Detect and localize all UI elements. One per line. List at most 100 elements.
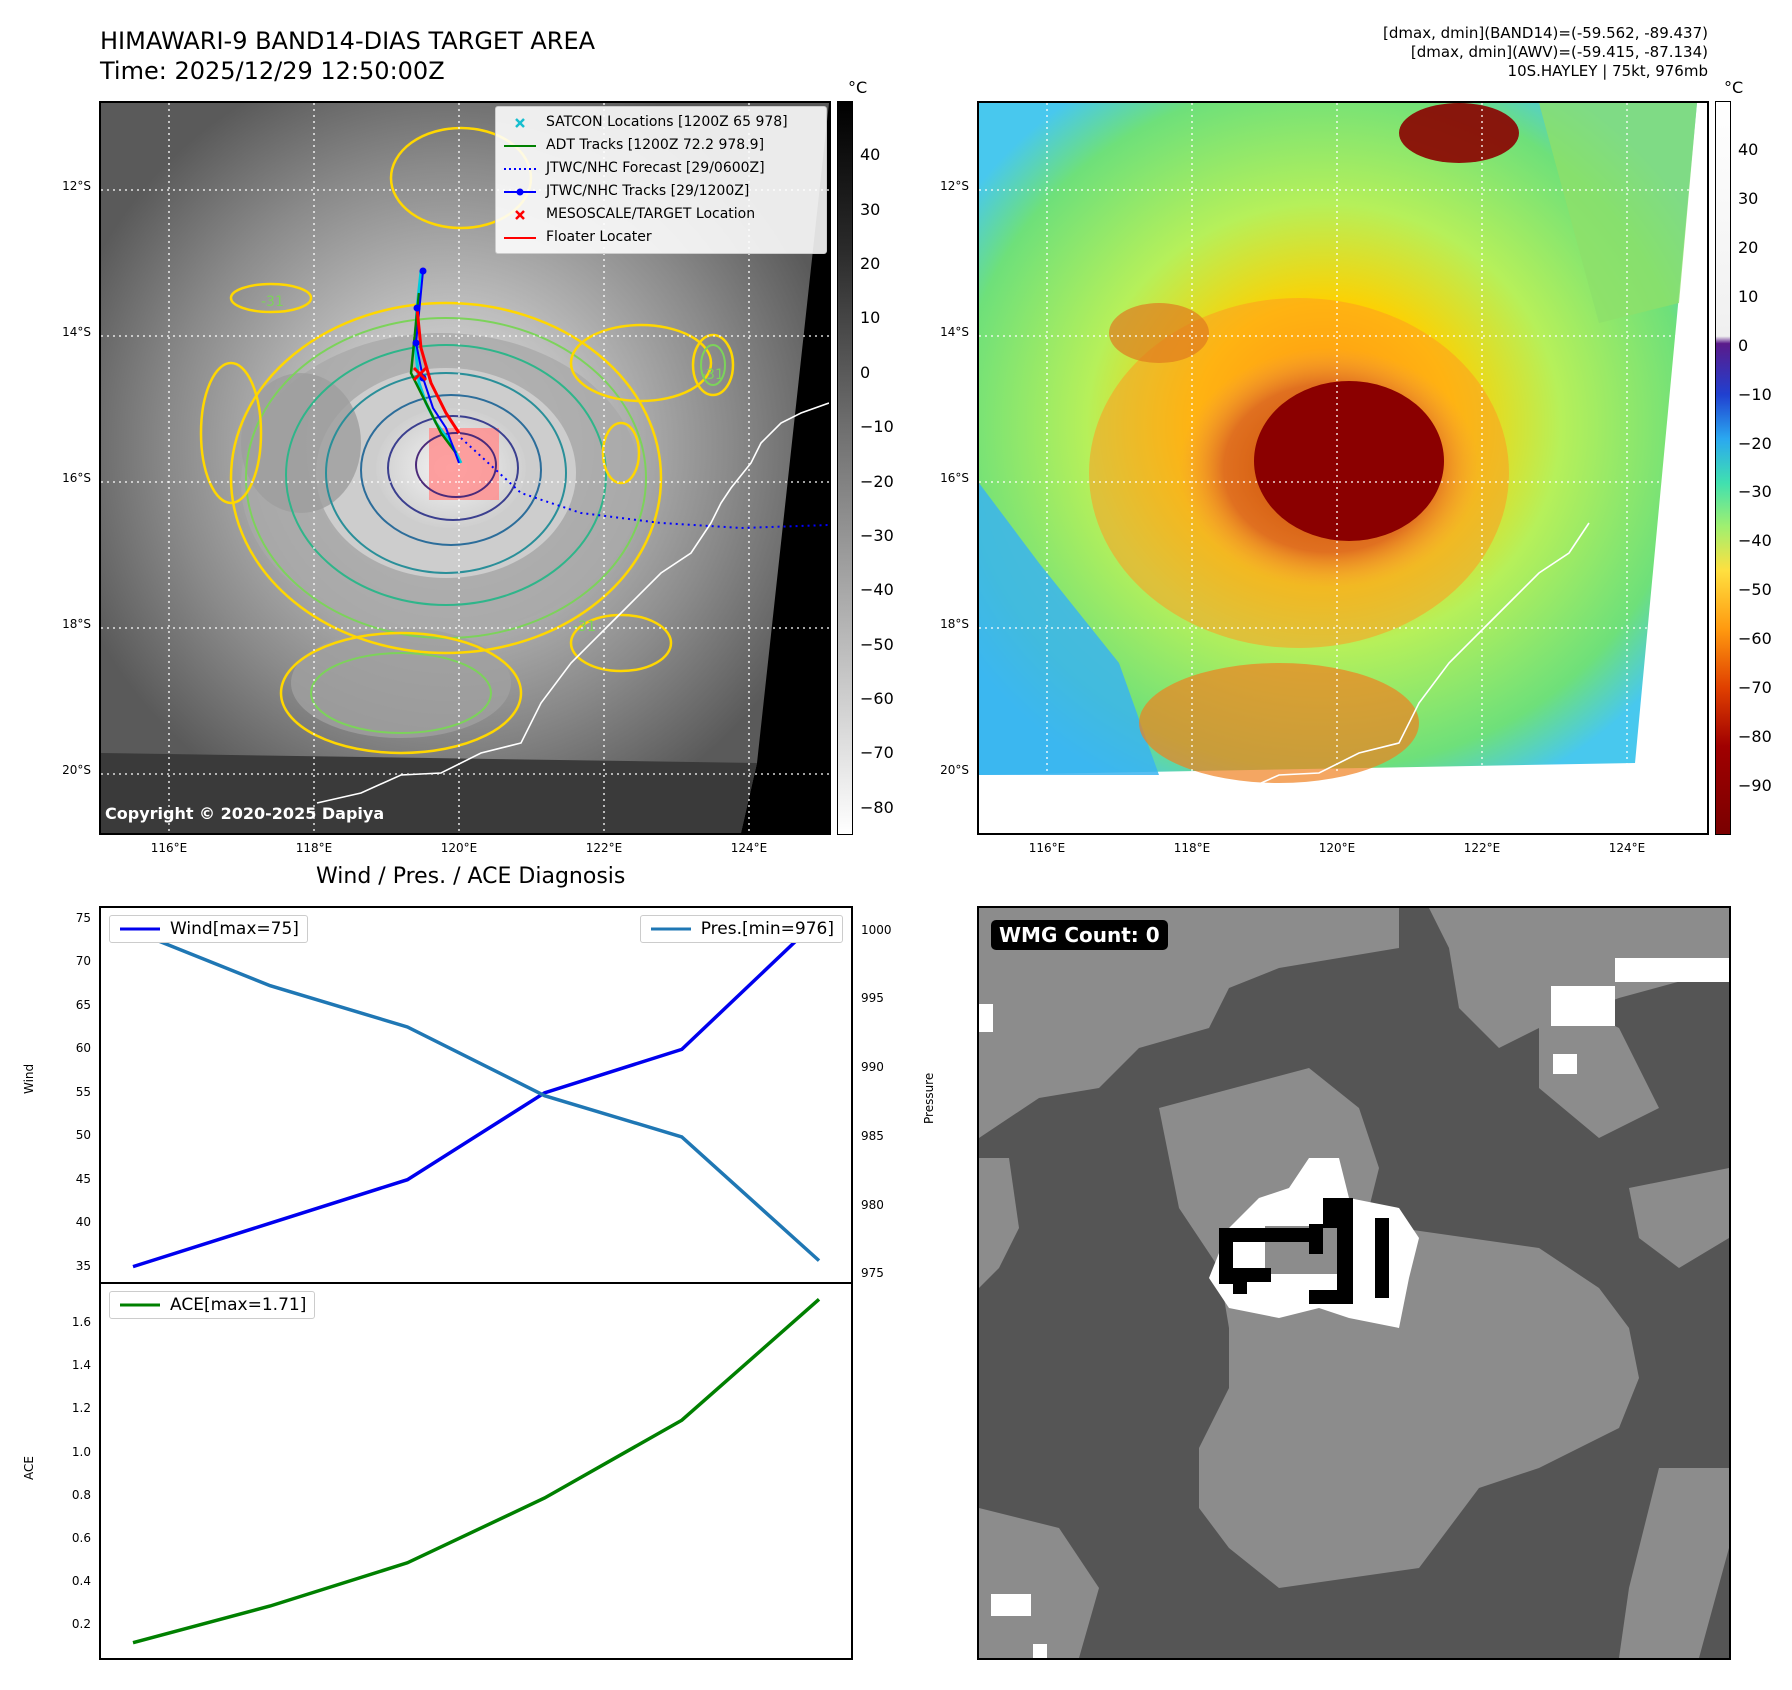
southern-imagery <box>101 753 757 833</box>
ir-map: -31 -31 -31 <box>101 103 829 833</box>
color-colorbar-tick: −30 <box>1738 482 1772 502</box>
wind-legend: Wind[max=75] <box>109 915 308 943</box>
y2-tick-label: 985 <box>861 1128 884 1143</box>
lon-tick-label: 122°E <box>585 841 623 855</box>
contour-label-3: -31 <box>573 619 596 635</box>
rainband-west <box>241 373 361 513</box>
gray-colorbar-tick: 20 <box>860 254 881 274</box>
line-dot-icon <box>504 188 536 195</box>
cold-sea-region <box>979 483 1159 775</box>
legend-satcon: SATCON Locations [1200Z 65 978] <box>502 111 820 134</box>
color-colorbar-tick: −60 <box>1738 629 1772 649</box>
wmg-count-badge: WMG Count: 0 <box>991 920 1168 950</box>
gray-colorbar-tick: 10 <box>860 308 881 328</box>
lon-tick-label: 118°E <box>1173 841 1211 855</box>
y2-tick-label: 975 <box>861 1266 884 1281</box>
wind-series-line <box>132 917 821 1269</box>
diagnosis-title: Wind / Pres. / ACE Diagnosis <box>316 864 626 889</box>
y2-tick-label: 1000 <box>861 922 892 937</box>
legend-target: MESOSCALE/TARGET Location <box>502 203 820 226</box>
line-icon <box>504 236 536 239</box>
y2-tick-label: 990 <box>861 1060 884 1075</box>
ace-frame <box>99 1282 853 1660</box>
ace-chart: ACE[max=1.71] <box>93 1282 853 1660</box>
lon-tick-label: 116°E <box>1028 841 1066 855</box>
pressure-axis-title: Pressure <box>922 1072 936 1124</box>
y-tick-label: 40 <box>75 1215 91 1230</box>
lat-tick-label: 16°S <box>940 471 969 485</box>
target-markers <box>412 366 428 382</box>
pres-legend-line-icon <box>650 927 691 931</box>
y-tick-label: 50 <box>75 1128 91 1143</box>
color-colorbar <box>1715 101 1731 835</box>
north-cold-top <box>1399 103 1519 163</box>
ace-plot <box>93 1282 853 1660</box>
ace-legend-line-icon <box>120 1303 160 1307</box>
y-tick-label: 70 <box>75 954 91 969</box>
gridlines-2 <box>979 103 1697 775</box>
lat-tick-label: 20°S <box>62 763 91 777</box>
lat-tick-label: 18°S <box>940 617 969 631</box>
map-legend: SATCON Locations [1200Z 65 978] ADT Trac… <box>495 106 827 254</box>
color-colorbar-unit: °C <box>1724 78 1744 97</box>
y-tick-label: 1.4 <box>71 1358 91 1373</box>
floater-box <box>429 428 499 500</box>
gray-colorbar-tick: 0 <box>860 362 871 382</box>
wind-legend-line-icon <box>120 927 160 931</box>
gray-colorbar-tick: −40 <box>860 580 894 600</box>
lat-tick-label: 20°S <box>940 763 969 777</box>
y-tick-label: 1.2 <box>71 1401 91 1416</box>
lat-tick-label: 14°S <box>62 325 91 339</box>
y-tick-label: 35 <box>75 1258 91 1273</box>
legend-best-track: JTWC/NHC Tracks [29/1200Z] <box>502 180 820 203</box>
y-tick-label: 65 <box>75 997 91 1012</box>
contour-label-1: -31 <box>261 294 284 310</box>
y2-tick-label: 980 <box>861 1197 884 1212</box>
lat-tick-label: 16°S <box>62 471 91 485</box>
gray-colorbar-tick: −10 <box>860 417 894 437</box>
wmg-black-cells <box>1219 1198 1389 1304</box>
gray-colorbar-tick: −80 <box>860 797 894 817</box>
coastline <box>316 402 829 804</box>
lon-tick-label: 124°E <box>1608 841 1646 855</box>
lon-tick-label: 116°E <box>150 841 188 855</box>
contours <box>199 126 735 755</box>
gray-colorbar-tick: −20 <box>860 471 894 491</box>
adt-track <box>409 292 457 454</box>
figure-title: HIMAWARI-9 BAND14-DIAS TARGET AREA <box>100 27 596 55</box>
y-tick-label: 1.6 <box>71 1315 91 1330</box>
color-colorbar-tick: 10 <box>1738 286 1759 306</box>
y-tick-label: 75 <box>75 911 91 926</box>
lon-tick-label: 120°E <box>1318 841 1356 855</box>
ace-axis-title: ACE <box>22 1456 36 1480</box>
y-tick-label: 60 <box>75 1041 91 1056</box>
y-tick-label: 0.2 <box>71 1617 91 1632</box>
pres-legend: Pres.[min=976] <box>639 915 843 943</box>
color-colorbar-tick: −90 <box>1738 776 1772 796</box>
lat-tick-label: 14°S <box>940 325 969 339</box>
lat-tick-label: 12°S <box>62 179 91 193</box>
lat-tick-label: 18°S <box>62 617 91 631</box>
y2-tick-label: 995 <box>861 991 884 1006</box>
gray-colorbar-tick: −70 <box>860 743 894 763</box>
y-tick-label: 0.4 <box>71 1574 91 1589</box>
x-marker-icon <box>515 209 525 220</box>
coastline-2 <box>1194 522 1590 804</box>
info-band14: [dmax, dmin](BAND14)=(-59.562, -89.437) <box>1383 24 1708 42</box>
rainband-south <box>291 628 511 738</box>
info-awv: [dmax, dmin](AWV)=(-59.415, -87.134) <box>1410 43 1708 61</box>
color-map <box>979 103 1697 804</box>
legend-forecast: JTWC/NHC Forecast [29/0600Z] <box>502 157 820 180</box>
gray-colorbar-unit: °C <box>848 78 868 97</box>
info-storm: 10S.HAYLEY | 75kt, 976mb <box>1507 62 1708 80</box>
y-tick-label: 45 <box>75 1171 91 1186</box>
wind-axis-title: Wind <box>22 1063 36 1094</box>
contour-label-2: -31 <box>701 367 724 383</box>
lat-tick-label: 12°S <box>940 179 969 193</box>
color-colorbar-tick: 20 <box>1738 237 1759 257</box>
gray-colorbar <box>837 101 853 835</box>
x-marker-icon <box>515 117 525 128</box>
copyright-text: Copyright © 2020-2025 Dapiya <box>105 804 385 823</box>
pressure-series-line <box>132 929 821 1262</box>
legend-adt: ADT Tracks [1200Z 72.2 978.9] <box>502 134 820 157</box>
